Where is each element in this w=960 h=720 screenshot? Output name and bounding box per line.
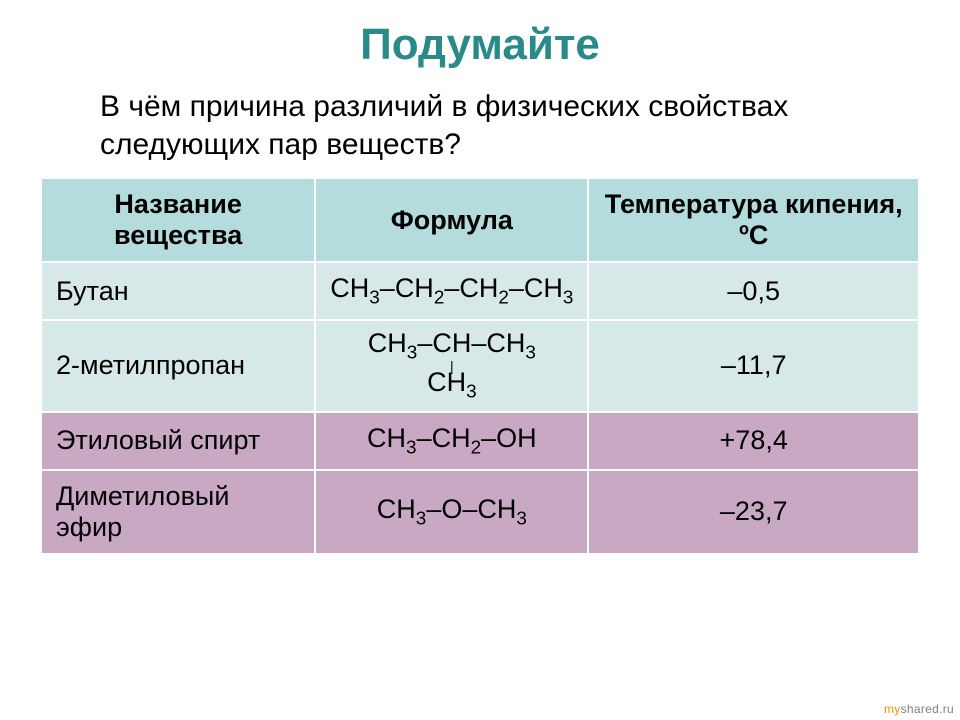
table-row: Бутан CH3–CH2–CH2–CH3 –0,5: [41, 262, 919, 320]
properties-table: Название вещества Формула Температура ки…: [40, 177, 920, 555]
watermark-shared: shared.ru: [901, 702, 954, 716]
slide: Подумайте В чём причина различий в физич…: [0, 0, 960, 720]
cell-bp: –11,7: [588, 320, 919, 411]
cell-bp: +78,4: [588, 412, 919, 470]
slide-title: Подумайте: [40, 20, 920, 70]
slide-subtitle: В чём причина различий в физических свой…: [100, 88, 880, 163]
cell-name: Этиловый спирт: [41, 412, 315, 470]
table-row: Диметиловый эфир CH3–O–CH3 –23,7: [41, 470, 919, 554]
cell-name: 2-метилпропан: [41, 320, 315, 411]
col-formula: Формула: [315, 178, 588, 262]
table-row: 2-метилпропан CH3–CH–CH3|CH3 –11,7: [41, 320, 919, 411]
cell-formula: CH3–CH2–CH2–CH3: [315, 262, 588, 320]
cell-name: Диметиловый эфир: [41, 470, 315, 554]
cell-formula: CH3–CH2–OH: [315, 412, 588, 470]
cell-name: Бутан: [41, 262, 315, 320]
watermark-my: my: [884, 702, 901, 716]
col-name: Название вещества: [41, 178, 315, 262]
cell-formula: CH3–CH–CH3|CH3: [315, 320, 588, 411]
cell-formula: CH3–O–CH3: [315, 470, 588, 554]
col-bp: Температура кипения, ºС: [588, 178, 919, 262]
table-header-row: Название вещества Формула Температура ки…: [41, 178, 919, 262]
watermark: myshared.ru: [884, 702, 954, 716]
cell-bp: –0,5: [588, 262, 919, 320]
table-row: Этиловый спирт CH3–CH2–OH +78,4: [41, 412, 919, 470]
table-body: Бутан CH3–CH2–CH2–CH3 –0,5 2-метилпропан…: [41, 262, 919, 554]
cell-bp: –23,7: [588, 470, 919, 554]
